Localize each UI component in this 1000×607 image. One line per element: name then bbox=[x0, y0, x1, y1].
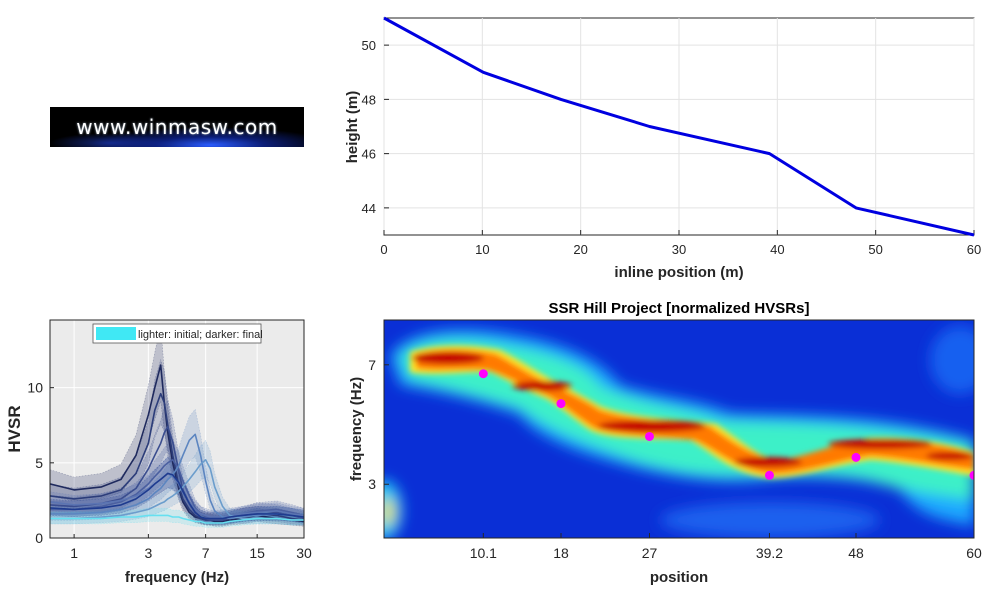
hvsr-y-tick-label: 0 bbox=[35, 530, 43, 546]
logo-glow bbox=[50, 107, 304, 147]
height-y-tick-label: 44 bbox=[362, 201, 376, 216]
hvsr-x-axis-label: frequency (Hz) bbox=[125, 569, 229, 586]
height-x-tick-label: 20 bbox=[573, 242, 587, 257]
heatmap-peak-point bbox=[851, 452, 861, 462]
heatmap-field bbox=[384, 320, 974, 538]
height-grid bbox=[383, 18, 975, 235]
hvsr-line bbox=[50, 514, 304, 524]
hvsr-plot-area bbox=[50, 320, 304, 538]
heatmap-x-tick-label: 10.1 bbox=[470, 545, 497, 561]
heatmap-x-tick-label: 27 bbox=[642, 545, 658, 561]
height-series bbox=[383, 16, 975, 237]
hvsr-line bbox=[50, 458, 304, 521]
hvsr-x-tick-label: 30 bbox=[296, 545, 312, 561]
height-profile-chart: 0 10 20 30 40 50 60 44 46 48 50 inline position (… bbox=[344, 16, 981, 281]
hvsr-x-tick-label: 3 bbox=[144, 545, 152, 561]
heatmap-ridge bbox=[410, 345, 974, 478]
heatmap-title: SSR Hill Project [normalized HVSRs] bbox=[549, 300, 810, 317]
hvsr-line bbox=[50, 472, 304, 520]
heatmap-x-tick-label: 18 bbox=[553, 545, 569, 561]
hvsr-frame bbox=[49, 319, 305, 539]
heatmap-peak-point bbox=[556, 399, 566, 409]
heatmap-y-tick-label: 7 bbox=[368, 357, 376, 373]
hvsr-y-tick-label: 10 bbox=[27, 380, 43, 396]
hvsr-band bbox=[50, 324, 304, 527]
hvsr-x-ticks: 1 3 7 15 30 bbox=[70, 534, 312, 561]
hvsr-y-tick-label: 5 bbox=[35, 455, 43, 471]
heatmap-x-tick-label: 39.2 bbox=[756, 545, 783, 561]
height-line bbox=[383, 16, 975, 237]
heatmap-x-tick-label: 48 bbox=[848, 545, 864, 561]
height-x-tick-label: 10 bbox=[475, 242, 489, 257]
heatmap-peak-point bbox=[764, 470, 774, 480]
height-x-ticks: 0 10 20 30 40 50 60 bbox=[380, 230, 981, 257]
height-x-tick-label: 0 bbox=[380, 242, 387, 257]
hvsr-series bbox=[50, 364, 304, 524]
heatmap-frame bbox=[383, 319, 975, 539]
legend-swatch bbox=[96, 327, 136, 340]
heatmap-y-axis-label: frequency (Hz) bbox=[348, 377, 365, 481]
heatmap-peak-point bbox=[969, 470, 974, 480]
hvsr-y-axis-label: HVSR bbox=[5, 405, 24, 452]
height-x-axis-label: inline position (m) bbox=[614, 264, 743, 281]
hvsr-x-tick-label: 15 bbox=[249, 545, 265, 561]
heatmap-peak-point bbox=[478, 369, 488, 379]
height-y-axis-label: height (m) bbox=[344, 91, 361, 164]
height-x-tick-label: 50 bbox=[868, 242, 882, 257]
height-x-tick-label: 30 bbox=[672, 242, 686, 257]
hvsr-legend: lighter: initial; darker: final bbox=[92, 323, 263, 344]
hvsr-y-ticks: 0 5 10 bbox=[27, 380, 54, 546]
height-y-tick-label: 46 bbox=[362, 147, 376, 162]
hvsr-heatmap-chart: SSR Hill Project [normalized HVSRs] bbox=[348, 300, 982, 586]
height-y-tick-label: 48 bbox=[362, 92, 376, 107]
hvsr-x-tick-label: 1 bbox=[70, 545, 78, 561]
hvsr-x-tick-label: 7 bbox=[202, 545, 210, 561]
logo-text: www.winmasw.com bbox=[76, 115, 278, 139]
legend-label: lighter: initial; darker: final bbox=[138, 329, 263, 341]
winmasw-logo[interactable]: www.winmasw.com bbox=[50, 107, 304, 147]
height-x-tick-label: 60 bbox=[967, 242, 981, 257]
height-y-ticks: 44 46 48 50 bbox=[362, 38, 389, 216]
hvsr-band bbox=[50, 358, 304, 526]
heatmap-y-tick-label: 3 bbox=[368, 476, 376, 492]
heatmap-x-ticks: 10.1 18 27 39.2 48 60 bbox=[470, 533, 982, 561]
heatmap-peak-point bbox=[645, 431, 654, 441]
hvsr-band bbox=[50, 507, 304, 528]
heatmap-peaks bbox=[478, 369, 974, 480]
heatmap-x-tick-label: 60 bbox=[966, 545, 982, 561]
hvsr-chart: 1 3 7 15 30 0 5 10 lighter: initial; darker: f… bbox=[5, 319, 312, 586]
height-x-tick-label: 40 bbox=[770, 242, 784, 257]
heatmap-x-axis-label: position bbox=[650, 569, 708, 586]
hvsr-band bbox=[50, 456, 304, 525]
heatmap-y-ticks: 37 bbox=[368, 357, 389, 492]
height-y-tick-label: 50 bbox=[362, 38, 376, 53]
